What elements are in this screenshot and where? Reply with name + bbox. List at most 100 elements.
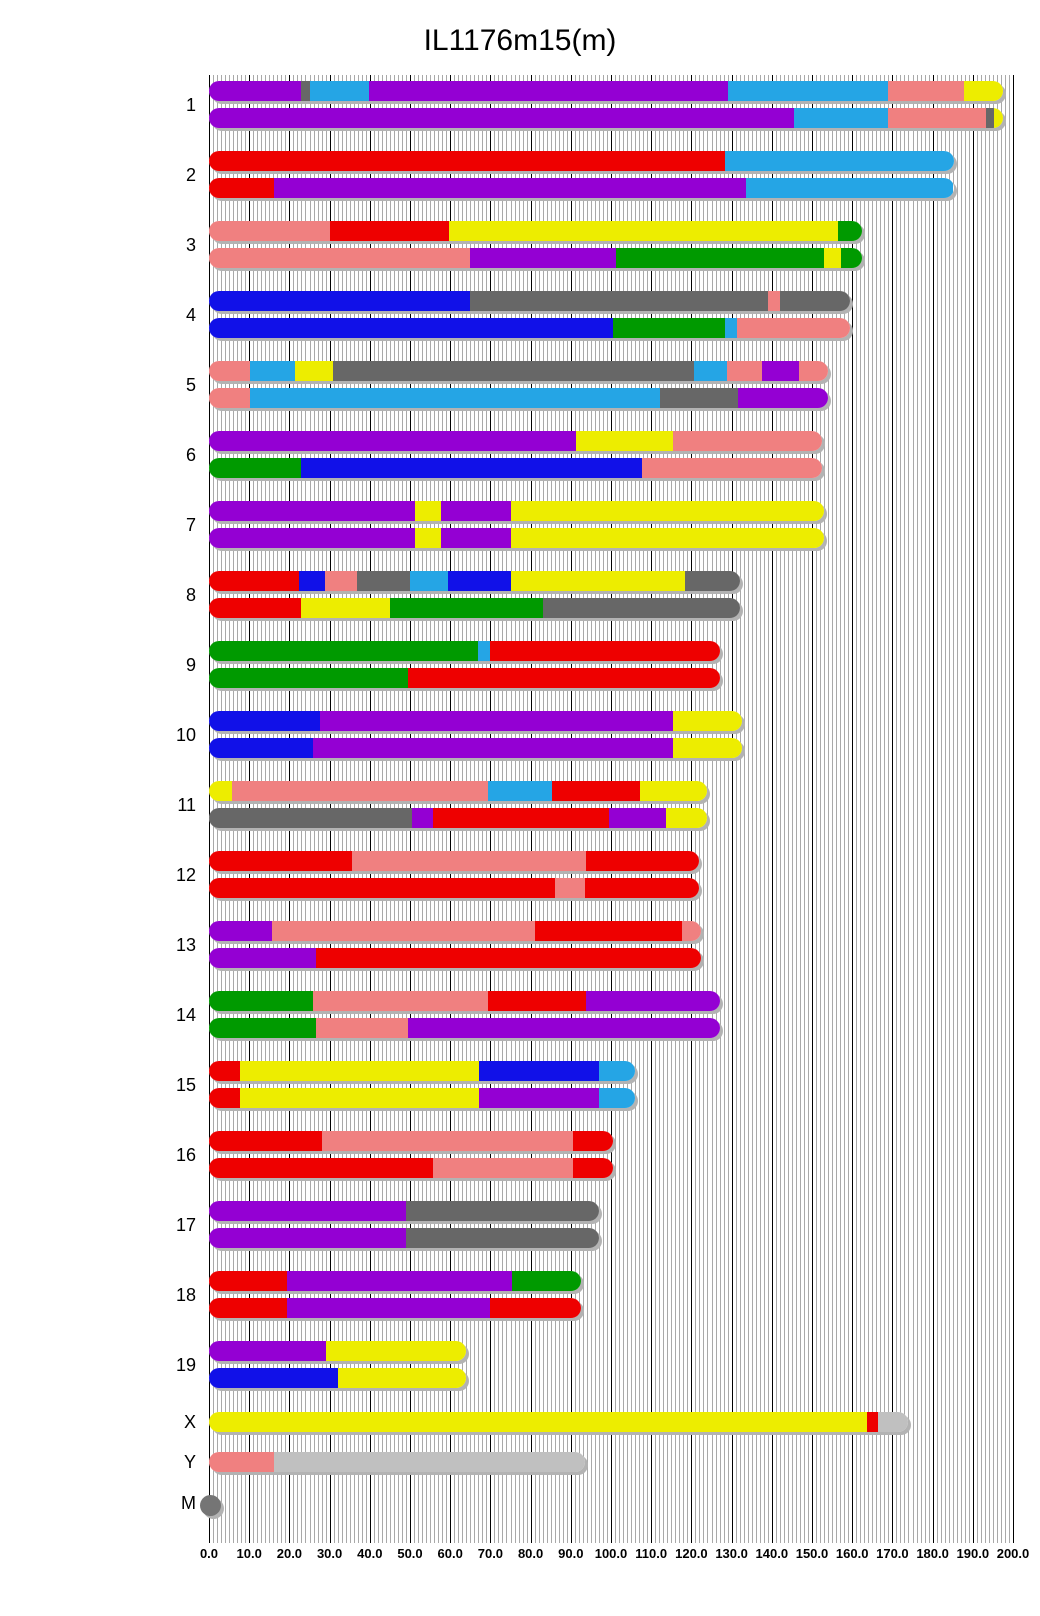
gridline-minor — [996, 75, 998, 1543]
chromosome-9-hap-b-bar-segment-red — [407, 668, 720, 688]
chromosome-label-17: 17 — [175, 1214, 196, 1235]
chromosome-7-hap-a-bar — [209, 501, 825, 521]
chromosome-6-hap-b-bar-segment-blue — [300, 458, 642, 478]
chromosome-15-hap-a-bar-segment-cyan — [598, 1061, 636, 1081]
chromosome-14-hap-b-bar-segment-pink — [315, 1018, 408, 1038]
chromosome-16-hap-a-bar — [209, 1131, 613, 1151]
gridline-minor — [848, 75, 850, 1543]
chromosome-8-hap-b-bar — [209, 598, 740, 618]
chromosome-13-hap-b-bar-segment-red — [315, 948, 702, 968]
chromosome-19-hap-a-bar — [209, 1341, 467, 1361]
gridline-minor — [924, 75, 926, 1543]
chromosome-8-hap-b-bar-segment-yellow — [300, 598, 391, 618]
chromosome-12-hap-a-bar-segment-pink — [352, 851, 587, 871]
chromosome-12-hap-a-bar-segment-red — [209, 851, 353, 871]
gridline-minor — [828, 75, 830, 1543]
chromosome-3-hap-b-bar-segment-yellow — [823, 248, 841, 268]
chromosome-label-4: 4 — [185, 304, 196, 325]
gridline-minor — [872, 75, 874, 1543]
gridline-minor — [787, 75, 789, 1543]
chromosome-7-hap-a-bar-segment-purple — [440, 501, 512, 521]
gridline-minor — [936, 75, 938, 1543]
gridline-minor — [968, 75, 970, 1543]
chromosome-17-hap-a-bar-segment-darkgray — [406, 1201, 599, 1221]
gridline-major — [852, 75, 854, 1543]
gridline-minor — [920, 75, 922, 1543]
chromosome-X-bar — [209, 1412, 909, 1432]
chromosome-19-hap-b-bar-segment-blue — [209, 1368, 338, 1388]
chromosome-label-16: 16 — [175, 1144, 196, 1165]
gridline-minor — [1008, 75, 1010, 1543]
chromosome-1-hap-a-bar-segment-pink — [887, 81, 964, 101]
chromosome-5-hap-a-bar-segment-purple — [761, 361, 799, 381]
chromosome-2-hap-a-bar-segment-red — [209, 151, 725, 171]
chromosome-19-hap-a-bar-segment-purple — [209, 1341, 326, 1361]
chromosome-14-hap-b-bar-segment-green — [209, 1018, 316, 1038]
chromosome-11-hap-b-bar-segment-purple — [609, 808, 667, 828]
gridline-minor — [727, 75, 729, 1543]
chromosome-10-hap-a-bar-segment-purple — [320, 711, 674, 731]
chromosome-1-hap-b-bar-segment-cyan — [793, 108, 888, 128]
chromosome-7-hap-a-bar-segment-purple — [209, 501, 415, 521]
chromosome-4-hap-b-bar-segment-blue — [209, 318, 614, 338]
chromosome-17-hap-a-bar-segment-purple — [209, 1201, 407, 1221]
chromosome-1-hap-b-bar-segment-darkgray — [986, 108, 995, 128]
chromosome-18-hap-a-bar-segment-purple — [287, 1271, 513, 1291]
chromosome-11-hap-a-bar-segment-red — [551, 781, 641, 801]
chromosome-6-hap-a-bar — [209, 431, 823, 451]
chromosome-13-hap-a-bar-segment-pink — [271, 921, 535, 941]
chromosome-6-hap-b-bar-segment-green — [209, 458, 301, 478]
gridline-minor — [824, 75, 826, 1543]
chromosome-10-hap-a-bar-segment-blue — [209, 711, 321, 731]
chromosome-11-hap-b-bar-segment-yellow — [666, 808, 708, 828]
chromosome-11-hap-a-bar-segment-yellow — [640, 781, 708, 801]
chromosome-4-hap-a-bar-segment-darkgray — [470, 291, 768, 311]
chromosome-4-hap-a-bar — [209, 291, 851, 311]
chromosome-2-hap-b-bar-segment-purple — [274, 178, 747, 198]
gridline-minor — [944, 75, 946, 1543]
gridline-minor — [992, 75, 994, 1543]
gridline-minor — [980, 75, 982, 1543]
chromosome-13-hap-b-bar — [209, 948, 702, 968]
gridline-minor — [948, 75, 950, 1543]
chromosome-3-hap-b-bar-segment-purple — [470, 248, 617, 268]
chromosome-4-hap-a-bar-segment-pink — [767, 291, 780, 311]
chromosome-11-hap-b-bar-segment-darkgray — [209, 808, 412, 828]
chromosome-label-Y: Y — [183, 1452, 196, 1472]
chromosome-label-18: 18 — [175, 1284, 196, 1305]
chromosome-12-hap-a-bar-segment-red — [586, 851, 700, 871]
chromosome-M-dot — [199, 1494, 221, 1516]
chromosome-18-hap-b-bar — [209, 1298, 581, 1318]
gridline-minor — [759, 75, 761, 1543]
chromosome-5-hap-a-bar — [209, 361, 829, 381]
chromosome-8-hap-b-bar-segment-red — [209, 598, 301, 618]
gridline-minor — [976, 75, 978, 1543]
chromosome-12-hap-b-bar-segment-pink — [554, 878, 585, 898]
x-axis-tick-label: 130.0 — [715, 1546, 748, 1561]
chromosome-9-hap-b-bar-segment-green — [209, 668, 408, 688]
chromosome-16-hap-a-bar-segment-red — [209, 1131, 322, 1151]
chromosome-5-hap-b-bar-segment-cyan — [250, 388, 660, 408]
chromosome-18-hap-b-bar-segment-red — [209, 1298, 288, 1318]
gridline-minor — [735, 75, 737, 1543]
x-axis-tick-label: 0.0 — [199, 1546, 219, 1561]
chromosome-12-hap-b-bar — [209, 878, 700, 898]
chromosome-label-M: M — [181, 1493, 196, 1513]
chromosome-15-hap-a-bar-segment-yellow — [240, 1061, 479, 1081]
chromosome-13-hap-b-bar-segment-purple — [209, 948, 316, 968]
gridline-minor — [711, 75, 713, 1543]
chromosome-1-hap-b-bar-segment-yellow — [994, 108, 1003, 128]
gridline-minor — [888, 75, 890, 1543]
chromosome-label-X: X — [183, 1412, 196, 1432]
chromosome-5-hap-a-bar-segment-yellow — [294, 361, 334, 381]
chromosome-5-hap-a-bar-segment-cyan — [693, 361, 727, 381]
chromosome-label-1: 1 — [185, 94, 196, 115]
chromosome-2-hap-a-bar — [209, 151, 954, 171]
chromosome-3-hap-b-bar-segment-pink — [209, 248, 471, 268]
chromosome-2-hap-b-bar — [209, 178, 954, 198]
chromosome-9-hap-a-bar-segment-red — [490, 641, 720, 661]
chromosome-4-hap-b-bar-segment-cyan — [724, 318, 738, 338]
chromosome-7-hap-b-bar — [209, 528, 825, 548]
chromosome-Y-bar-segment-lightgray — [274, 1452, 585, 1472]
gridline-minor — [856, 75, 858, 1543]
